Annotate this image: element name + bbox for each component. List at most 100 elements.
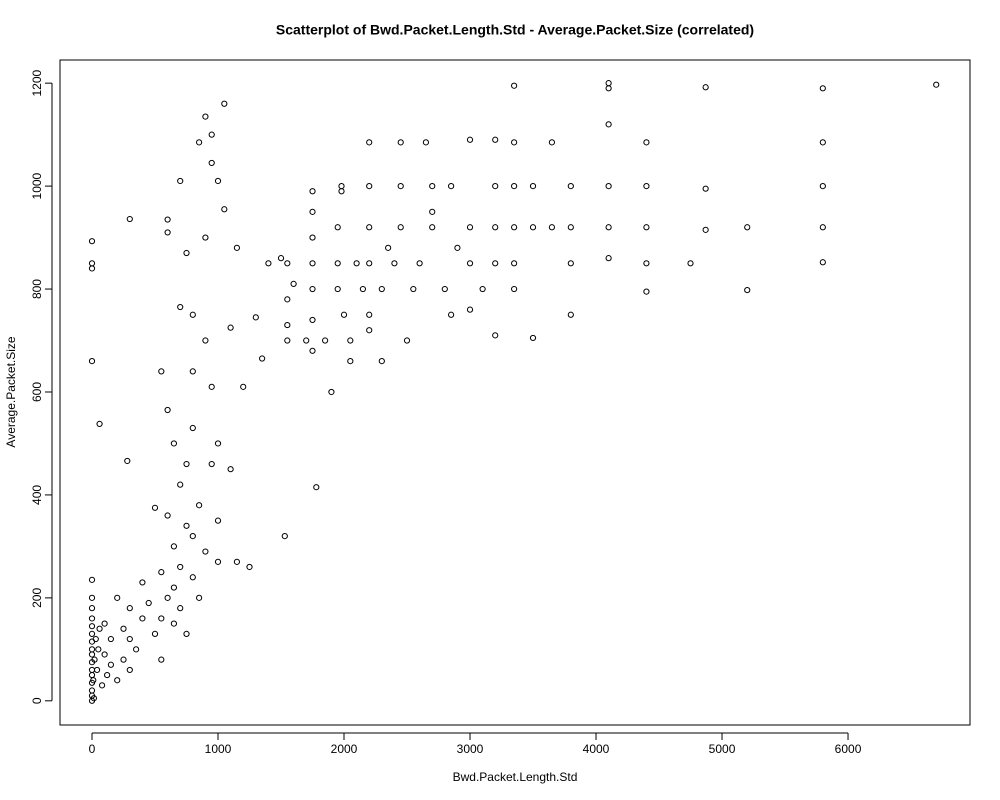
point xyxy=(90,677,97,684)
point xyxy=(221,206,228,213)
point xyxy=(139,615,146,622)
point xyxy=(466,306,474,313)
point xyxy=(567,183,574,190)
point xyxy=(643,139,650,146)
point xyxy=(104,671,111,679)
point xyxy=(429,224,436,231)
point xyxy=(177,605,184,612)
point xyxy=(605,121,612,128)
point xyxy=(819,183,826,190)
x-tick-label: 5000 xyxy=(709,742,736,756)
point xyxy=(233,244,241,251)
point xyxy=(378,285,385,293)
point xyxy=(145,599,152,607)
point xyxy=(702,185,709,192)
point xyxy=(120,656,127,663)
point xyxy=(88,630,96,637)
point xyxy=(221,100,228,107)
point xyxy=(338,183,345,190)
point xyxy=(309,234,316,241)
point xyxy=(95,646,102,653)
point xyxy=(313,484,320,491)
point xyxy=(529,183,537,190)
point xyxy=(196,502,203,509)
point xyxy=(126,605,133,612)
point xyxy=(466,260,474,267)
x-tick-label: 4000 xyxy=(583,742,610,756)
point xyxy=(385,244,392,251)
x-tick-label: 0 xyxy=(89,742,96,756)
point xyxy=(702,84,709,91)
point xyxy=(347,358,354,365)
point xyxy=(93,666,101,674)
point xyxy=(397,224,404,231)
point xyxy=(208,131,215,138)
point xyxy=(139,579,146,586)
point xyxy=(252,314,259,321)
point xyxy=(91,656,98,663)
point xyxy=(170,584,178,591)
point xyxy=(183,249,190,257)
point xyxy=(189,368,196,375)
point xyxy=(88,646,96,653)
point xyxy=(338,188,345,195)
point xyxy=(177,563,184,571)
y-tick-label: 600 xyxy=(30,382,44,402)
point xyxy=(605,183,612,190)
point xyxy=(214,517,222,524)
point xyxy=(98,682,106,689)
point xyxy=(309,285,316,293)
point xyxy=(196,594,203,601)
point xyxy=(334,260,341,267)
point xyxy=(202,113,209,120)
point xyxy=(88,265,96,272)
point xyxy=(643,260,650,267)
point xyxy=(158,615,165,622)
point xyxy=(359,285,367,293)
point xyxy=(340,311,348,318)
point xyxy=(303,337,310,344)
x-tick-label: 6000 xyxy=(835,742,862,756)
point xyxy=(124,457,131,465)
point xyxy=(88,358,96,365)
point xyxy=(133,646,140,653)
point xyxy=(281,533,288,540)
point xyxy=(196,139,203,146)
point xyxy=(397,139,404,146)
point xyxy=(240,383,247,390)
point xyxy=(322,337,329,344)
point xyxy=(126,635,133,643)
point xyxy=(214,558,222,565)
point xyxy=(158,656,165,663)
point xyxy=(189,311,196,318)
point xyxy=(107,635,115,643)
point xyxy=(448,311,455,318)
point xyxy=(416,260,423,267)
point xyxy=(170,440,178,447)
point xyxy=(170,543,178,550)
point xyxy=(744,286,751,294)
point xyxy=(309,188,316,195)
point xyxy=(687,260,694,267)
point xyxy=(366,183,373,190)
point xyxy=(567,311,574,318)
point xyxy=(429,183,436,190)
point xyxy=(208,460,215,468)
point xyxy=(429,208,436,215)
point xyxy=(90,695,97,702)
point xyxy=(202,234,209,241)
point xyxy=(529,334,537,342)
point xyxy=(492,183,499,190)
point xyxy=(170,620,178,627)
point xyxy=(88,638,96,645)
point xyxy=(151,504,159,511)
point xyxy=(164,512,171,519)
point xyxy=(819,85,826,92)
point xyxy=(88,605,96,612)
point xyxy=(605,80,612,87)
point xyxy=(309,316,316,324)
point xyxy=(397,183,404,190)
point xyxy=(378,358,385,365)
point xyxy=(101,620,108,627)
